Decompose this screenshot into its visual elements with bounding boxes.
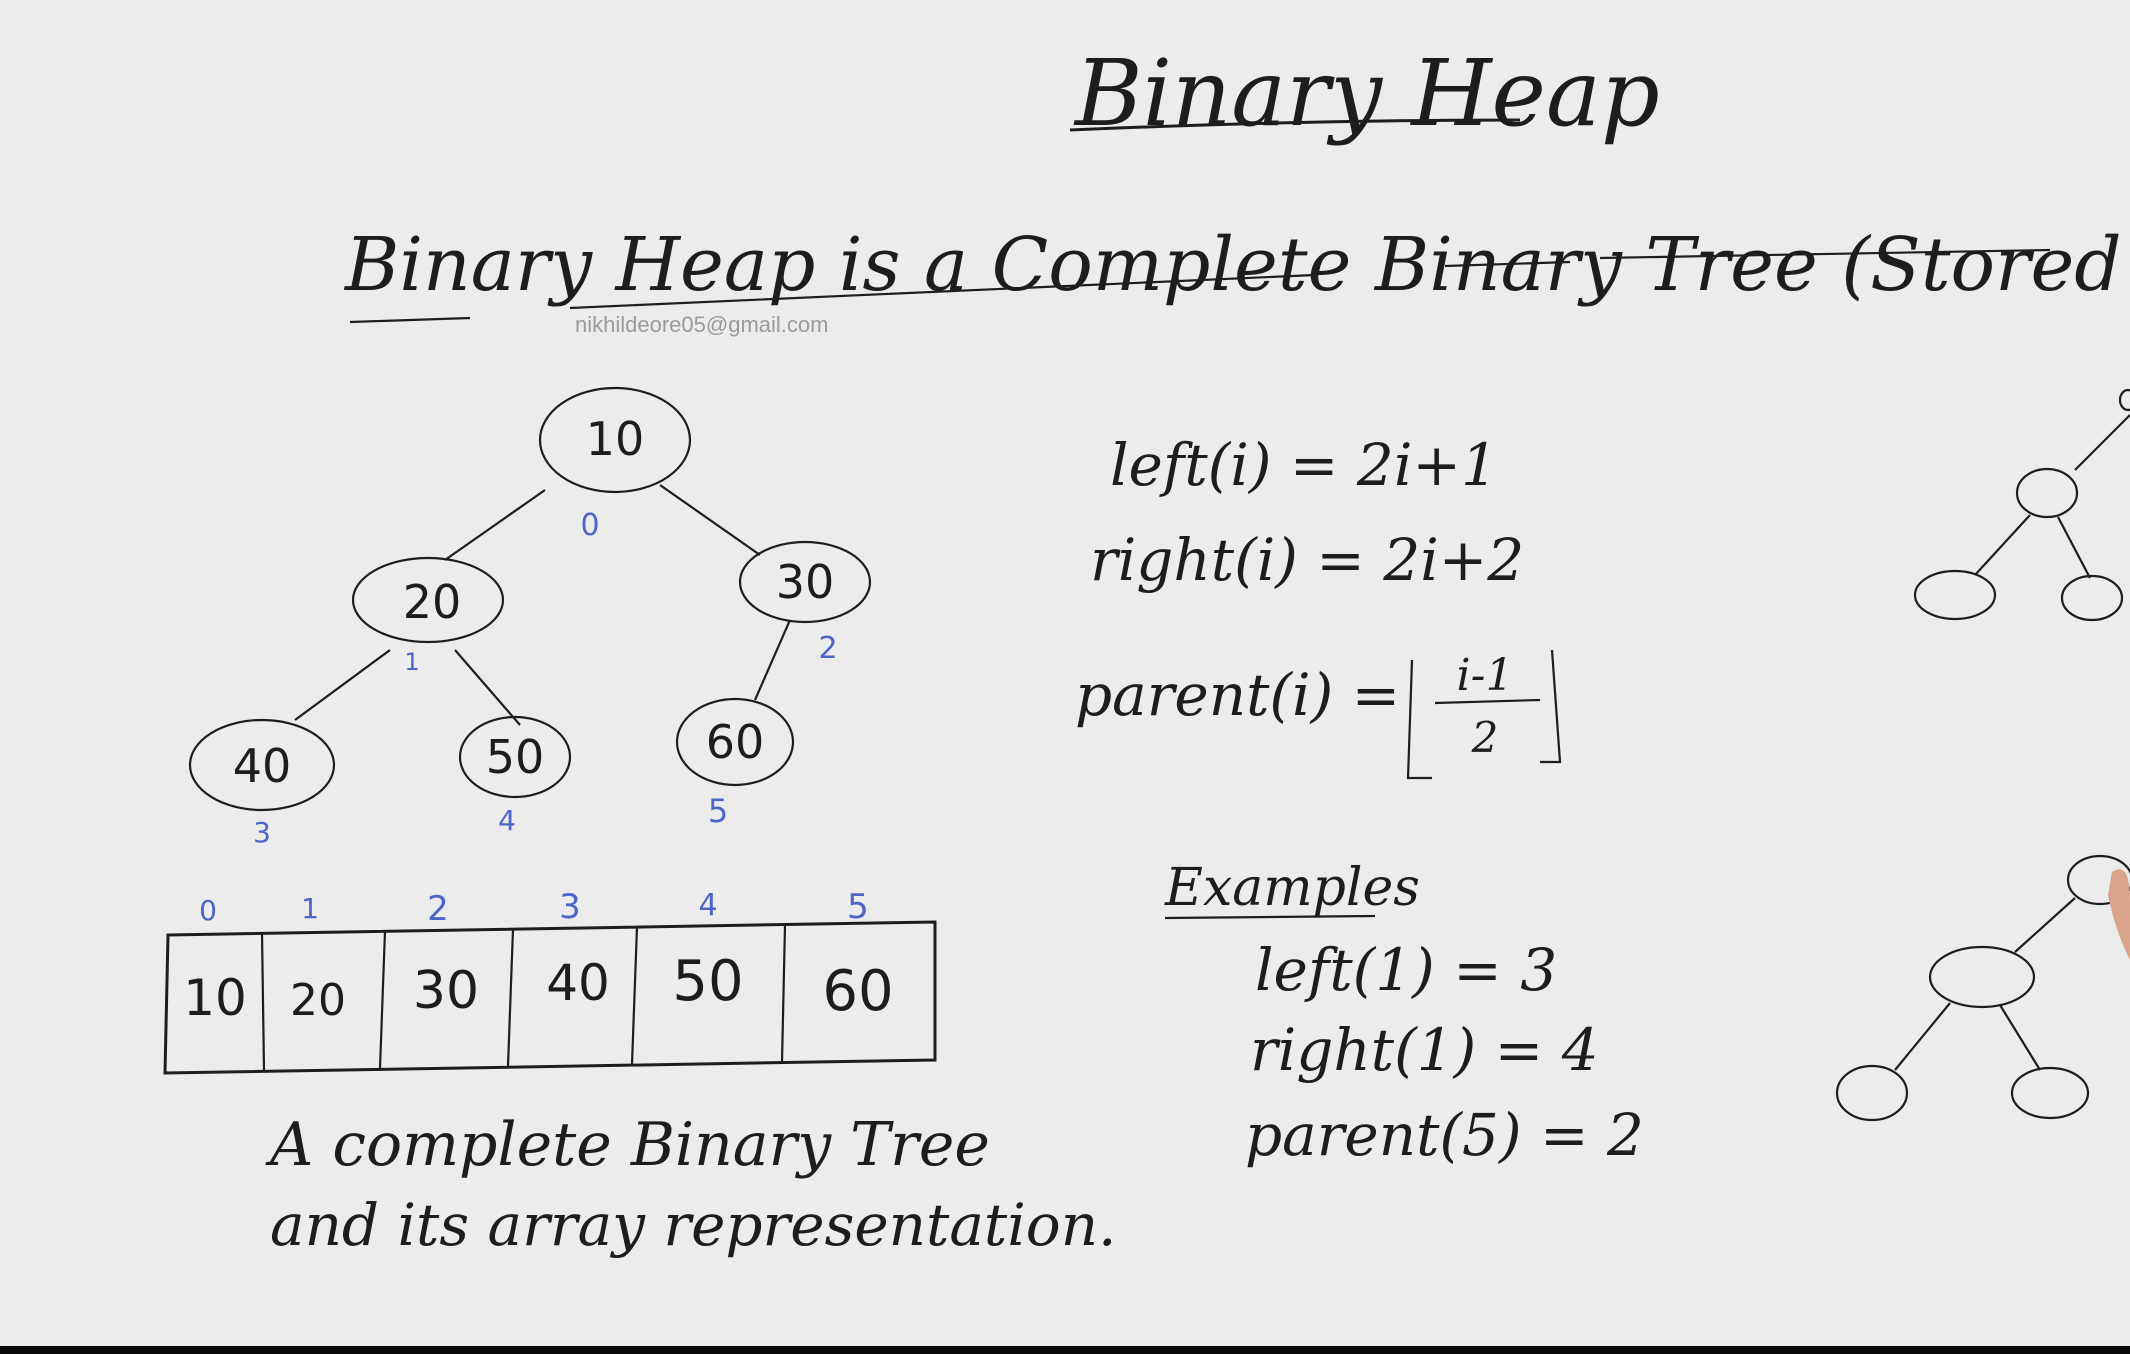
definition-underline-3 xyxy=(1444,260,1571,268)
video-bottom-bar xyxy=(0,1346,2130,1354)
floor-bracket-left xyxy=(1406,659,1432,780)
tree-edges xyxy=(294,484,792,726)
partial-node xyxy=(2010,1066,2090,1120)
array-divider xyxy=(630,926,639,1065)
tree-node-4: 50 4 xyxy=(458,715,572,837)
tree-node-0: 10 0 xyxy=(538,386,692,543)
edge-10-30 xyxy=(659,484,761,556)
caption-line-1: A complete Binary Tree xyxy=(265,1110,990,1180)
edge-20-40 xyxy=(294,649,391,721)
array-value: 30 xyxy=(413,961,479,1021)
floor-fraction: i-1 2 xyxy=(1406,649,1562,780)
array-value: 20 xyxy=(290,975,346,1026)
partial-tree-bottom xyxy=(1835,854,2130,1122)
tree-node-circle xyxy=(458,715,572,799)
caption-line-2: and its array representation. xyxy=(270,1191,1117,1259)
fraction-bar xyxy=(1434,698,1541,705)
presenter-hand xyxy=(2108,869,2130,960)
tree-node-value: 40 xyxy=(233,739,292,793)
partial-node xyxy=(1913,569,1997,621)
partial-edge xyxy=(1894,1002,1951,1071)
tree-node-index: 4 xyxy=(498,804,516,837)
array-divider xyxy=(378,930,387,1069)
formula-left: left(i) = 2i+1 xyxy=(1110,431,1498,499)
tree-node-index: 1 xyxy=(404,648,419,676)
array-index: 3 xyxy=(559,887,581,927)
array-value: 40 xyxy=(546,954,610,1012)
examples-underline xyxy=(1164,914,1376,920)
partial-edge xyxy=(1999,1004,2041,1071)
definition-underline-1 xyxy=(349,316,471,324)
array-value: 60 xyxy=(822,959,893,1024)
array-index: 2 xyxy=(427,889,449,929)
tree-node-1: 20 1 xyxy=(351,556,505,676)
tree-node-circle xyxy=(351,556,505,644)
tree-node-circle xyxy=(188,718,336,812)
edge-30-60 xyxy=(753,619,792,701)
tree-node-5: 60 5 xyxy=(675,697,795,830)
partial-tree-top xyxy=(1913,388,2130,622)
partial-edge xyxy=(2014,897,2076,953)
definition-text: Binary Heap is a Complete Binary Tree (S… xyxy=(343,222,2130,308)
partial-edge xyxy=(1974,514,2031,576)
example-item: parent(5) = 2 xyxy=(1245,1101,1644,1169)
array-value: 50 xyxy=(672,949,743,1014)
edge-20-50 xyxy=(454,649,521,726)
definition-underline-2 xyxy=(569,273,1316,310)
partial-node xyxy=(2015,467,2079,519)
tree-node-circle xyxy=(675,697,795,787)
partial-node xyxy=(2066,854,2130,906)
array-index: 4 xyxy=(698,888,717,923)
tree-node-2: 30 2 xyxy=(738,540,872,666)
formula-right: right(i) = 2i+2 xyxy=(1090,526,1524,594)
tree-node-value: 20 xyxy=(403,575,462,629)
example-item: right(1) = 4 xyxy=(1250,1016,1599,1084)
examples-heading: Examples xyxy=(1164,858,1420,918)
example-item: left(1) = 3 xyxy=(1255,936,1557,1004)
definition-underline-4 xyxy=(1599,248,2051,260)
fraction-numerator: i-1 xyxy=(1457,650,1514,701)
array-divider xyxy=(260,932,266,1071)
tree-node-circle xyxy=(738,540,872,624)
tree-node-index: 3 xyxy=(253,816,271,849)
tree-node-3: 40 3 xyxy=(188,718,336,849)
tree-node-index: 5 xyxy=(708,792,728,830)
tree-node-value: 10 xyxy=(586,412,645,466)
array-representation: 0 1 2 3 4 5 10 20 30 40 50 60 xyxy=(163,887,937,1075)
tree-node-value: 30 xyxy=(776,555,835,609)
tree-node-value: 50 xyxy=(486,730,545,784)
array-index: 1 xyxy=(301,892,319,925)
formula-parent-lhs: parent(i) = xyxy=(1075,661,1400,729)
watermark-email: nikhildeore05@gmail.com xyxy=(575,312,828,337)
tree-node-value: 60 xyxy=(706,715,765,769)
array-index: 0 xyxy=(199,894,217,927)
partial-edge xyxy=(2057,516,2091,579)
array-divider xyxy=(780,924,787,1063)
array-value: 10 xyxy=(183,969,247,1027)
array-index: 5 xyxy=(847,887,869,927)
title-underline xyxy=(1069,118,1521,132)
partial-edge xyxy=(2074,414,2130,471)
partial-node xyxy=(1835,1064,1909,1122)
tree-node-circle xyxy=(538,386,692,494)
array-outline xyxy=(163,920,937,1075)
partial-node xyxy=(2118,388,2130,412)
floor-bracket-right xyxy=(1540,649,1562,764)
tree-node-index: 2 xyxy=(818,631,837,666)
tree-node-index: 0 xyxy=(580,508,599,543)
array-divider xyxy=(506,928,515,1067)
page-title: Binary Heap xyxy=(1073,40,1660,147)
partial-node xyxy=(2060,574,2124,622)
partial-node xyxy=(1928,945,2036,1009)
fraction-denominator: 2 xyxy=(1471,713,1499,762)
edge-10-20 xyxy=(444,489,546,561)
